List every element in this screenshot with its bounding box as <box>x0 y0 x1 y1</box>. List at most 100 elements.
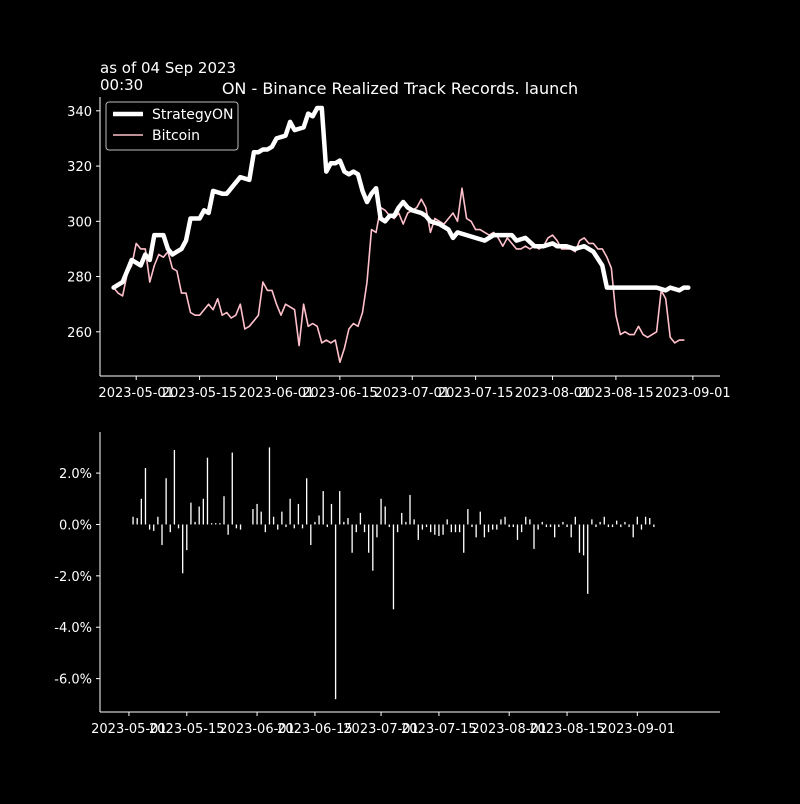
return-bar <box>396 524 399 533</box>
x-tick-label: 2023-08-01 <box>515 386 591 401</box>
x-tick-label: 2023-06-01 <box>239 386 315 401</box>
return-bar <box>566 524 568 528</box>
return-bar <box>165 478 167 525</box>
return-bar <box>603 516 605 525</box>
return-bar <box>545 524 548 528</box>
return-bar <box>219 523 221 525</box>
return-bar <box>182 524 184 574</box>
return-bar <box>206 457 209 525</box>
return-bar <box>644 516 647 525</box>
return-bar <box>496 524 498 530</box>
return-bar <box>223 496 225 525</box>
return-bar <box>529 519 531 525</box>
return-bar <box>227 524 229 535</box>
y-tick-label: 2.0% <box>59 467 92 482</box>
return-bar <box>463 524 465 553</box>
return-bar <box>202 498 204 525</box>
y-tick-label: 320 <box>67 160 92 175</box>
x-tick-label: 2023-06-15 <box>277 722 353 737</box>
return-bar <box>582 524 585 556</box>
return-bar <box>231 452 233 525</box>
return-bar <box>334 524 337 700</box>
return-bar <box>574 516 576 525</box>
return-bar <box>343 521 345 525</box>
return-bar <box>326 524 328 528</box>
x-tick-label: 2023-05-01 <box>98 386 174 401</box>
return-bar <box>264 524 266 533</box>
x-tick-label: 2023-08-15 <box>578 386 654 401</box>
return-bar <box>359 512 362 525</box>
return-bar <box>256 503 258 525</box>
return-bar <box>467 509 469 525</box>
x-tick-label: 2023-06-01 <box>219 722 295 737</box>
return-bar <box>384 506 386 525</box>
return-bar <box>479 511 481 525</box>
return-bar <box>198 506 200 525</box>
series-line-strategyon <box>111 105 691 293</box>
return-bar <box>475 524 477 538</box>
return-bar <box>132 516 134 525</box>
return-bar <box>504 516 506 525</box>
legend: StrategyON Bitcoin <box>105 101 239 151</box>
y-tick-label: 300 <box>67 215 92 230</box>
return-bar <box>285 524 287 528</box>
return-bar <box>194 521 196 525</box>
return-bar <box>330 503 333 525</box>
return-bar <box>293 524 295 529</box>
return-bar <box>512 524 514 528</box>
y-tick-label: 280 <box>67 271 92 286</box>
return-bar <box>177 524 180 529</box>
return-bar <box>533 524 535 549</box>
return-bar <box>541 521 543 525</box>
return-bar <box>438 524 440 537</box>
y-tick-label: -6.0% <box>54 673 92 688</box>
return-bar <box>516 524 519 540</box>
return-bar <box>413 519 415 525</box>
return-bar <box>210 523 213 525</box>
return-bar <box>500 519 502 525</box>
return-bar <box>578 524 581 553</box>
return-bar <box>649 518 651 525</box>
return-bar <box>487 524 490 533</box>
legend-label-strategyon: StrategyON <box>152 107 233 123</box>
return-bar <box>636 516 638 525</box>
return-bar <box>558 524 560 528</box>
return-bar <box>554 524 556 538</box>
x-tick-label: 2023-07-15 <box>401 722 477 737</box>
return-bar <box>632 524 634 538</box>
return-bar <box>136 518 138 525</box>
return-bar <box>570 524 572 538</box>
return-bar <box>297 503 300 525</box>
return-bar <box>144 467 147 525</box>
return-bar <box>161 524 163 546</box>
return-bar <box>591 519 593 525</box>
return-bar <box>616 520 618 525</box>
return-bar <box>640 524 643 530</box>
chart-title: ON - Binance Realized Track Records. lau… <box>222 79 578 98</box>
return-bar <box>215 523 217 525</box>
return-bar <box>169 524 171 533</box>
x-tick-label: 2023-05-15 <box>149 722 225 737</box>
return-bar <box>252 509 254 525</box>
return-bar <box>322 491 324 525</box>
return-bar <box>310 524 312 546</box>
series-line-bitcoin <box>112 187 685 364</box>
return-bar <box>492 524 494 530</box>
return-bar <box>380 498 382 525</box>
return-bar <box>599 521 601 525</box>
x-tick-label: 2023-05-01 <box>91 722 167 737</box>
return-bar <box>190 502 192 525</box>
return-bar <box>434 524 436 535</box>
return-bar <box>446 519 448 525</box>
x-tick-label: 2023-08-15 <box>529 722 605 737</box>
return-bar <box>235 524 238 529</box>
return-bar <box>450 524 452 533</box>
return-bar <box>148 524 151 530</box>
return-bar <box>363 524 366 533</box>
returns-chart: 2.0% 0.0% -2.0% -4.0% -6.0% 2023-05-012023-05… <box>54 432 720 737</box>
return-bar <box>239 524 242 530</box>
y-tick-label: 260 <box>67 326 92 341</box>
return-bar <box>355 524 357 533</box>
